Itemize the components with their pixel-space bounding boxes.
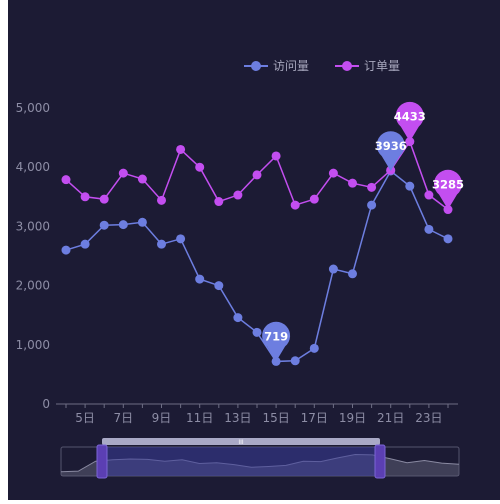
data-point[interactable]	[348, 269, 357, 279]
x-tick-label: 23日	[415, 411, 442, 425]
legend-label: 订单量	[364, 59, 400, 73]
marker-pin-shape	[262, 321, 291, 362]
data-point[interactable]	[233, 313, 243, 323]
x-tick-label: 15日	[262, 411, 289, 425]
x-tick-label: 17日	[301, 411, 328, 425]
marker-label: 3936	[375, 139, 407, 153]
y-tick-label: 0	[42, 397, 50, 411]
data-point[interactable]	[271, 151, 281, 161]
x-axis: 5日 7日 9日 11日 13日 15日 17日 19日 21日 23日	[56, 403, 458, 425]
data-point[interactable]	[118, 220, 128, 230]
zoom-selected-range[interactable]	[102, 447, 380, 476]
marker-pin-shape	[434, 169, 462, 210]
data-point[interactable]	[157, 195, 166, 205]
legend-label: 访问量	[273, 59, 309, 73]
marker-label: 4433	[394, 110, 426, 124]
data-point[interactable]	[328, 264, 338, 274]
x-tick-label: 5日	[75, 411, 95, 425]
data-point[interactable]	[405, 181, 415, 191]
data-point[interactable]	[309, 194, 319, 204]
data-point[interactable]	[195, 162, 205, 172]
data-point[interactable]	[233, 190, 243, 200]
data-point[interactable]	[328, 168, 338, 178]
data-point[interactable]	[424, 224, 434, 234]
zoom-end-handle[interactable]	[374, 444, 386, 479]
data-point[interactable]	[61, 245, 71, 255]
series-layer	[61, 137, 453, 366]
y-tick-label: 2,000	[16, 279, 50, 293]
data-point[interactable]	[443, 234, 453, 244]
data-point[interactable]	[80, 192, 90, 202]
marker-pin: 3285	[432, 169, 464, 210]
data-point[interactable]	[367, 182, 377, 192]
data-point[interactable]	[118, 168, 128, 178]
data-point[interactable]	[80, 239, 90, 249]
marker-pin-shape	[395, 101, 424, 142]
data-point[interactable]	[137, 217, 147, 227]
y-tick-label: 3,000	[16, 219, 50, 233]
line-chart: 访问量 订单量 0 1,000 2,000 3,000 4,000 5,000 5日 7日 9日…	[16, 59, 464, 479]
data-point[interactable]	[99, 220, 109, 230]
legend: 访问量 订单量	[244, 59, 400, 73]
legend-item-0[interactable]: 访问量	[244, 59, 309, 73]
data-point[interactable]	[424, 190, 434, 200]
data-point[interactable]	[290, 200, 300, 210]
y-tick-label: 1,000	[16, 338, 50, 352]
legend-dot	[251, 61, 261, 71]
data-point[interactable]	[176, 234, 186, 244]
data-point[interactable]	[99, 194, 109, 204]
data-point[interactable]	[176, 144, 186, 154]
marker-pin: 3936	[375, 131, 407, 171]
zoom-move-handle[interactable]	[102, 438, 380, 445]
data-point[interactable]	[290, 356, 300, 366]
y-axis: 0 1,000 2,000 3,000 4,000 5,000	[16, 101, 50, 411]
y-tick-label: 5,000	[16, 101, 50, 115]
x-tick-label: 19日	[339, 411, 366, 425]
data-point[interactable]	[214, 281, 224, 291]
marker-pin: 4433	[394, 101, 426, 142]
data-point[interactable]	[137, 174, 147, 184]
zoom-handle-grip: III	[238, 439, 244, 446]
chart-panel: 访问量 订单量 0 1,000 2,000 3,000 4,000 5,000 5日 7日 9日…	[8, 0, 500, 500]
x-tick-label: 13日	[224, 411, 251, 425]
x-tick-label: 11日	[186, 411, 213, 425]
data-point[interactable]	[252, 170, 262, 180]
marker-pin: 719	[262, 321, 291, 362]
data-zoom-slider[interactable]: III	[60, 438, 460, 479]
data-point[interactable]	[214, 197, 224, 207]
x-tick-label: 9日	[152, 411, 172, 425]
marker-label: 719	[264, 329, 288, 343]
marker-layer: 719 3936 4433 3285	[262, 101, 464, 362]
data-point[interactable]	[61, 175, 71, 185]
data-point[interactable]	[195, 274, 205, 284]
data-point[interactable]	[309, 343, 319, 353]
data-point[interactable]	[157, 239, 166, 249]
data-point[interactable]	[367, 200, 377, 210]
marker-pin-shape	[376, 131, 405, 171]
data-point[interactable]	[252, 327, 262, 337]
zoom-start-handle[interactable]	[96, 444, 108, 479]
data-point[interactable]	[348, 178, 357, 188]
legend-item-1[interactable]: 订单量	[335, 59, 400, 73]
y-tick-label: 4,000	[16, 160, 50, 174]
legend-dot	[342, 61, 352, 71]
marker-label: 3285	[432, 178, 464, 192]
x-tick-label: 7日	[113, 411, 133, 425]
x-tick-label: 21日	[377, 411, 404, 425]
